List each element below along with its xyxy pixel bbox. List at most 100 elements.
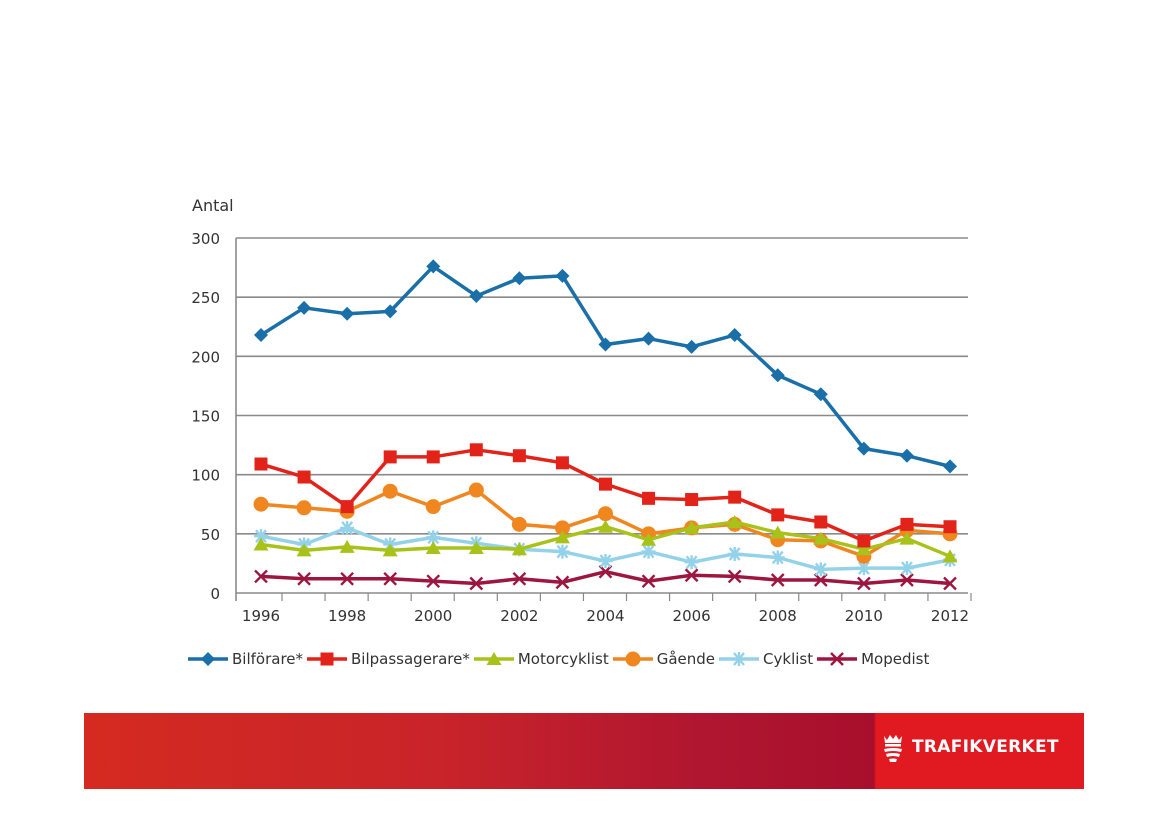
trafikverket-logo: TRAFIKVERKET [880,730,1059,764]
legend-swatch [307,652,348,666]
data-point [296,500,312,516]
data-point [685,493,699,507]
x-tick-label: 2002 [500,607,538,625]
data-point [511,542,527,556]
y-tick-label: 50 [201,526,220,544]
data-point [383,571,398,586]
data-point [425,541,441,555]
data-point [813,531,829,545]
data-point [469,443,483,457]
legend-swatch [473,652,514,665]
data-point [254,569,268,584]
data-point [382,543,398,557]
data-point [297,300,312,315]
data-point [641,544,656,559]
data-point [598,506,613,522]
legend-label: Motorcyklist [517,650,609,668]
data-point [383,450,397,464]
data-point [641,532,657,546]
legend-item: Bilpassagerare* [305,650,470,668]
data-point [684,339,699,354]
x-tick-label: 2010 [845,607,883,625]
data-point [340,571,354,586]
legend-label: Mopedist [861,650,930,668]
data-point [770,550,785,565]
data-point [297,571,311,586]
data-point [857,576,871,591]
data-point [469,576,484,591]
data-point [641,331,656,346]
legend-swatch [719,652,760,666]
legend-item: Mopedist [815,650,929,668]
legend-marker [830,652,844,666]
data-point [727,569,742,584]
data-point [899,561,914,576]
data-point [339,539,355,553]
legend-label: Gående [656,650,716,668]
data-point [598,519,613,533]
data-point [856,542,872,556]
y-tick-label: 300 [191,230,220,248]
data-point [684,568,699,583]
data-point [728,490,742,504]
data-point [770,368,785,383]
line-chart: 0 50 100 150 200 250 300 1996 1998 2000 2002 2004 20… [191,230,972,625]
y-tick-label: 0 [210,585,220,603]
y-tick-label: 100 [191,467,220,485]
data-point [425,499,441,515]
x-tick-label: 1998 [328,607,366,625]
data-point [511,516,527,532]
legend-label: Bilförare* [232,650,304,668]
legend-item: Gående [611,650,715,668]
legend: Bilförare* Bilpassagerare* Motorcyklist Gåe… [186,648,931,670]
y-axis-label: Antal [192,196,234,215]
data-point [684,520,700,534]
data-point [813,562,828,577]
legend-item: Cyklist [717,650,813,668]
data-point [942,549,958,563]
crown-emblem-icon [884,735,902,762]
data-point [253,537,269,551]
data-point [554,530,570,544]
data-point [512,449,526,463]
x-tick-label: 1996 [242,607,280,625]
legend-label: Bilpassagerare* [351,650,470,668]
data-point [382,483,398,499]
data-point [254,529,268,544]
data-point [598,554,613,569]
data-point [383,304,398,319]
series-line [260,569,951,586]
footer-banner [84,713,1084,789]
data-point [340,520,355,535]
legend-marker [201,652,215,666]
data-point [512,271,527,286]
y-tick-label: 150 [191,408,220,426]
brand-name: TRAFIKVERKET [912,737,1059,757]
data-point [900,573,914,587]
data-point [943,576,957,591]
data-point [554,520,570,536]
data-point [642,491,656,505]
legend-swatch [188,652,228,666]
data-point [512,571,527,586]
legend-marker [625,651,641,667]
x-tick-label: 2012 [931,607,969,625]
data-point [426,450,440,464]
data-point [555,575,570,590]
data-point [900,517,914,531]
data-point [340,306,355,321]
legend-item: Motorcyklist [472,650,609,668]
data-point [727,515,743,528]
data-point [426,530,441,545]
data-point [555,268,570,283]
data-point [598,337,613,352]
data-point [770,525,786,539]
data-point [555,456,569,470]
data-point [727,546,742,561]
data-point [253,496,269,512]
data-point [899,531,915,545]
data-point [340,500,354,514]
legend-marker [320,652,334,666]
data-point [296,543,312,557]
legend-item: Bilförare* [186,650,303,668]
